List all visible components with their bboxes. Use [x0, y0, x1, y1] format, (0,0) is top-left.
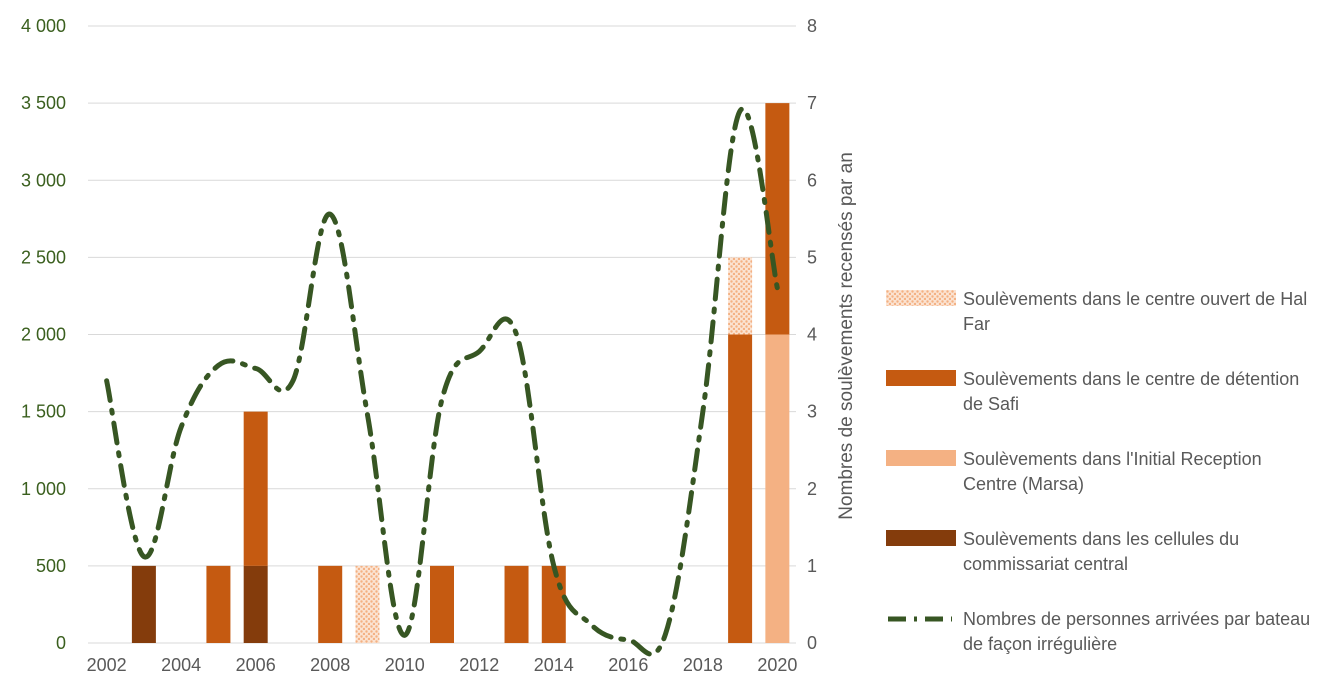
bar-halfar-2019: [728, 257, 753, 335]
bar-halfar-2009: [355, 565, 380, 643]
legend-label-marsa: Soulèvements dans l'Initial Reception Ce…: [963, 449, 1262, 494]
legend-label-commissariat: Soulèvements dans les cellules du commis…: [963, 529, 1240, 574]
x-tick-label: 2010: [385, 655, 425, 675]
bar-commissariat-2006: [243, 565, 268, 643]
bar-marsa-2020: [765, 334, 790, 643]
x-tick-label: 2014: [534, 655, 574, 675]
left-tick-label: 3 500: [21, 93, 66, 113]
bar-commissariat-2003: [131, 565, 156, 643]
right-axis-label: Nombres de soulèvements recensés par an: [836, 152, 857, 520]
left-tick-label: 1 000: [21, 479, 66, 499]
left-axis-ticks: 0 500 1 000 1 500 2 000 2 500 3 000 3 500 4 000: [21, 16, 66, 653]
left-tick-label: 1 500: [21, 402, 66, 422]
right-tick-label: 6: [807, 170, 817, 190]
legend-swatch-safi: [886, 370, 956, 386]
legend-swatch-marsa: [886, 450, 956, 466]
x-axis-ticks: 2002 2004 2006 2008 2010 2012 2014 2016 2018 2020: [87, 655, 798, 675]
legend-label-safi: Soulèvements dans le centre de détention…: [963, 369, 1300, 414]
legend-item-commissariat: Soulèvements dans les cellules du commis…: [886, 527, 1311, 607]
bar-safi-2011: [430, 565, 454, 643]
left-tick-label: 2 000: [21, 325, 66, 345]
x-tick-label: 2012: [459, 655, 499, 675]
legend-label-halfar: Soulèvements dans le centre ouvert de Ha…: [963, 289, 1308, 334]
left-tick-label: 500: [36, 556, 66, 576]
arrivals-line: [104, 106, 780, 657]
bar-safi-2014: [541, 565, 566, 643]
bar-safi-2013: [504, 565, 529, 643]
legend-item-safi: Soulèvements dans le centre de détention…: [886, 367, 1311, 447]
x-tick-label: 2008: [310, 655, 350, 675]
legend-item-arrivals: Nombres de personnes arrivées par bateau…: [886, 607, 1311, 687]
right-tick-label: 5: [807, 247, 817, 267]
right-tick-label: 7: [807, 93, 817, 113]
right-tick-label: 1: [807, 556, 817, 576]
x-tick-label: 2006: [236, 655, 276, 675]
bar-safi-2006: [243, 411, 268, 566]
legend-swatch-commissariat: [886, 530, 956, 546]
x-tick-label: 2004: [161, 655, 201, 675]
bar-safi-2019: [728, 334, 753, 643]
right-tick-label: 4: [807, 325, 817, 345]
legend-swatch-halfar: [886, 290, 956, 306]
x-tick-label: 2002: [87, 655, 127, 675]
legend: Soulèvements dans le centre ouvert de Ha…: [886, 287, 1311, 687]
legend-swatch-arrivals: [888, 616, 952, 622]
legend-item-halfar: Soulèvements dans le centre ouvert de Ha…: [886, 287, 1311, 367]
right-tick-label: 8: [807, 16, 817, 36]
bar-series: [131, 103, 790, 643]
right-tick-label: 3: [807, 402, 817, 422]
x-tick-label: 2020: [757, 655, 797, 675]
bar-safi-2005: [206, 565, 231, 643]
right-tick-label: 0: [807, 633, 817, 653]
legend-item-marsa: Soulèvements dans l'Initial Reception Ce…: [886, 447, 1311, 527]
x-tick-label: 2018: [683, 655, 723, 675]
left-tick-label: 2 500: [21, 247, 66, 267]
right-tick-label: 2: [807, 479, 817, 499]
legend-label-arrivals: Nombres de personnes arrivées par bateau…: [963, 609, 1311, 654]
right-axis-ticks: 0 1 2 3 4 5 6 7 8: [807, 16, 817, 653]
arrivals-line-path: [104, 106, 780, 657]
left-tick-label: 3 000: [21, 170, 66, 190]
gridlines: [88, 25, 796, 644]
left-tick-label: 0: [56, 633, 66, 653]
left-tick-label: 4 000: [21, 16, 66, 36]
bar-safi-2008: [318, 565, 343, 643]
x-tick-label: 2016: [608, 655, 648, 675]
